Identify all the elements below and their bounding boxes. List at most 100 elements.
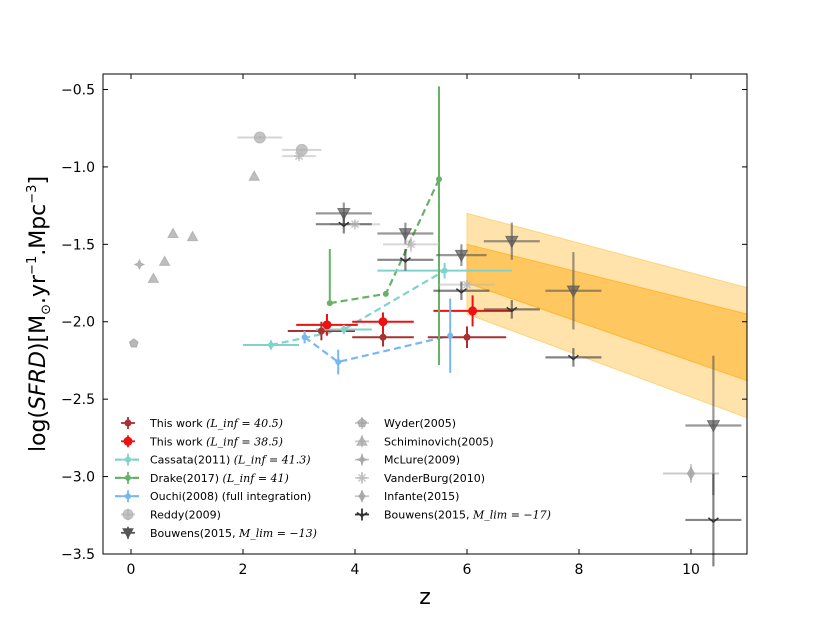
bouwens-2015-m-lim-13-point-4 [566, 285, 581, 298]
legend-cassata-2011-l-inf-41-3-text: Cassata(2011) [150, 454, 230, 467]
vanderburg-2010-point-0 [294, 151, 304, 162]
x-tick-label-1: 2 [239, 562, 248, 578]
this-work-l-inf-40-5-point-1 [379, 333, 387, 341]
bouwens-2015-m-lim-13-point-3 [504, 235, 519, 249]
bouwens-2015-m-lim-13-point-5 [706, 420, 721, 433]
drake-2017-l-inf-41-point-0 [326, 300, 333, 307]
bouwens-2015-m-lim-17-point-2 [455, 288, 467, 294]
legend-reddy-2009-label: Reddy(2009) [150, 509, 221, 522]
cassata-2011-l-inf-41-3-line [270, 269, 446, 347]
cassata-2011-l-inf-41-3-point-1 [340, 326, 347, 333]
y-label-unit2: .Mpc [26, 204, 51, 256]
legend-infante-2015-marker [358, 490, 366, 503]
legend-drake-2017-l-inf-41-label: Drake(2017) (L_inf = 41) [150, 472, 289, 485]
legend-cassata-2011-l-inf-41-3-label: Cassata(2011) (L_inf = 41.3) [150, 454, 311, 467]
legend-reddy-2009-text: Reddy(2009) [150, 509, 221, 522]
vanderburg-2010-point-3 [462, 279, 472, 290]
legend-this-work-l-inf-38-5-text: This work [149, 435, 203, 448]
legend-mclure-2009-text: McLure(2009) [384, 454, 460, 467]
confidence-bands [466, 212, 747, 419]
y-tick-label-4: −2.5 [61, 392, 95, 408]
vanderburg-2010-point-2 [406, 239, 416, 250]
legend-this-work-l-inf-40-5-label: This work (L_inf = 40.5) [149, 417, 283, 430]
legend-this-work-l-inf-38-5-math: (L_inf = 38.5) [203, 435, 283, 448]
ouchi-2008-full-integration-point-2 [447, 332, 454, 339]
y-axis-label: log(SFRD)[M⊙.yr−1.Mpc−3] [25, 176, 54, 452]
x-tick-label-2: 4 [351, 562, 360, 578]
legend-wyder-2005-marker [357, 417, 367, 428]
y-label-mid: )[M [26, 315, 51, 351]
legend-bouwens-2015-m-lim-13-marker [122, 528, 134, 539]
this-work-l-inf-38-5-point-1 [378, 317, 388, 327]
y-tick-label-3: −2.0 [61, 315, 95, 331]
legend-drake-2017-l-inf-41-math: (L_inf = 41) [219, 472, 289, 485]
this-work-l-inf-38-5-point-0 [322, 320, 332, 330]
x-tick-label-0: 0 [127, 562, 136, 578]
schiminovich-2005-point-4 [248, 170, 261, 181]
y-label-pre: log( [26, 410, 51, 452]
legend-bouwens-2015-m-lim-17-math: M_lim = −17) [470, 509, 551, 522]
legend-schiminovich-2005-text: Schiminovich(2005) [384, 435, 494, 448]
legend-this-work-l-inf-40-5-math: (L_inf = 40.5) [203, 417, 283, 430]
ouchi-2008-full-integration-line [303, 334, 451, 364]
schiminovich-2005-point-2 [167, 227, 179, 238]
legend-mclure-2009-marker [356, 453, 368, 466]
legend-ouchi-2008-full-integration-marker [125, 493, 131, 500]
legend-this-work-l-inf-38-5-label: This work (L_inf = 38.5) [149, 435, 283, 448]
axis-ticks: 0 2 4 6 8 10 −0.5 −1.0 −1.5 −2.0 −2.5 −3.0 −3.5 [61, 74, 747, 578]
x-axis-label: z [419, 585, 431, 610]
this-work-l-inf-40-5-point-2 [463, 333, 471, 341]
y-label-unit1: .yr [26, 274, 51, 304]
schiminovich-2005-point-0 [147, 272, 160, 283]
legend-schiminovich-2005-label: Schiminovich(2005) [384, 435, 494, 448]
x-tick-label-3: 6 [463, 562, 472, 578]
y-label-end: ] [26, 176, 51, 185]
reddy-2009-point-0 [253, 131, 266, 144]
legend-drake-2017-l-inf-41-text: Drake(2017) [150, 472, 219, 485]
legend-this-work-l-inf-40-5-text: This work [149, 417, 203, 430]
legend-ouchi-2008-full-integration-label: Ouchi(2008) (full integration) [150, 490, 311, 503]
legend-bouwens-2015-m-lim-13-label: Bouwens(2015, M_lim = −13) [150, 527, 317, 540]
legend-this-work-l-inf-38-5-marker [123, 436, 133, 446]
data-markers [128, 131, 721, 523]
legend-reddy-2009-marker [122, 509, 134, 520]
legend-ouchi-2008-full-integration-text: Ouchi(2008) (full integration) [150, 490, 311, 503]
legend-cassata-2011-l-inf-41-3-marker [125, 456, 131, 463]
y-tick-label-6: −3.5 [61, 547, 95, 563]
y-tick-label-2: −1.5 [61, 237, 95, 253]
y-tick-label-0: −0.5 [61, 82, 95, 98]
infante-2015-point-0 [686, 466, 696, 481]
ouchi-2008-full-integration-point-1 [335, 359, 342, 365]
legend-infante-2015-label: Infante(2015) [384, 490, 459, 503]
legend-infante-2015-text: Infante(2015) [384, 490, 459, 503]
legend: This work (L_inf = 40.5)This work (L_inf… [115, 417, 551, 540]
bouwens-2015-m-lim-13-point-2 [454, 249, 469, 263]
this-work-l-inf-40-5-point-0 [317, 327, 325, 335]
y-tick-label-1: −1.0 [61, 160, 95, 176]
cassata-2011-l-inf-41-3-point-2 [441, 267, 448, 274]
legend-bouwens-2015-m-lim-13-text: Bouwens(2015, [150, 527, 236, 540]
legend-this-work-l-inf-40-5-marker [124, 419, 132, 427]
schiminovich-2005-point-1 [158, 255, 171, 266]
legend-wyder-2005-text: Wyder(2005) [384, 417, 456, 430]
legend-bouwens-2015-m-lim-13-math: M_lim = −13) [236, 527, 317, 540]
legend-bouwens-2015-m-lim-17-label: Bouwens(2015, M_lim = −17) [384, 509, 551, 522]
vanderburg-2010-point-1 [350, 219, 360, 230]
legend-vanderburg-2010-text: VanderBurg(2010) [384, 472, 485, 485]
legend-vanderburg-2010-marker [357, 472, 367, 483]
legend-mclure-2009-label: McLure(2009) [384, 454, 460, 467]
legend-vanderburg-2010-label: VanderBurg(2010) [384, 472, 485, 485]
bouwens-2015-m-lim-17-point-5 [707, 517, 719, 523]
this-work-l-inf-38-5-point-2 [468, 306, 478, 316]
legend-bouwens-2015-m-lim-17-text: Bouwens(2015, [384, 509, 470, 522]
bouwens-2015-m-lim-17-point-3 [506, 306, 518, 313]
ouchi-2008-full-integration-point-0 [301, 334, 308, 341]
drake-2017-l-inf-41-point-1 [382, 290, 389, 297]
legend-bouwens-2015-m-lim-17-marker [356, 511, 368, 518]
x-tick-label-5: 10 [682, 562, 700, 578]
drake-2017-l-inf-41-point-2 [436, 176, 442, 183]
y-tick-label-5: −3.0 [61, 470, 95, 486]
plot-frame [102, 73, 748, 555]
bouwens-2015-m-lim-13-point-0 [336, 208, 351, 221]
